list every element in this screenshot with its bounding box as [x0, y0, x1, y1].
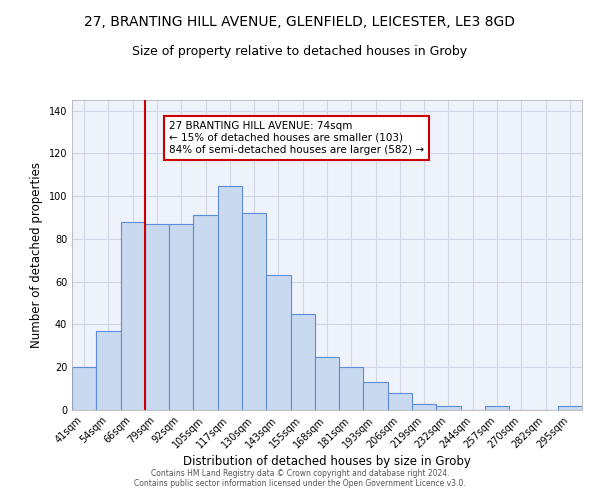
Bar — [436, 406, 461, 410]
Y-axis label: Number of detached properties: Number of detached properties — [30, 162, 43, 348]
Bar — [485, 406, 509, 410]
Text: 27 BRANTING HILL AVENUE: 74sqm
← 15% of detached houses are smaller (103)
84% of: 27 BRANTING HILL AVENUE: 74sqm ← 15% of … — [169, 122, 424, 154]
Bar — [558, 406, 582, 410]
Text: Contains HM Land Registry data © Crown copyright and database right 2024.: Contains HM Land Registry data © Crown c… — [151, 468, 449, 477]
X-axis label: Distribution of detached houses by size in Groby: Distribution of detached houses by size … — [183, 456, 471, 468]
Text: Size of property relative to detached houses in Groby: Size of property relative to detached ho… — [133, 45, 467, 58]
Bar — [315, 356, 339, 410]
Bar — [412, 404, 436, 410]
Bar — [242, 214, 266, 410]
Bar — [121, 222, 145, 410]
Bar — [266, 276, 290, 410]
Bar — [193, 216, 218, 410]
Bar — [72, 367, 96, 410]
Bar — [169, 224, 193, 410]
Text: 27, BRANTING HILL AVENUE, GLENFIELD, LEICESTER, LE3 8GD: 27, BRANTING HILL AVENUE, GLENFIELD, LEI… — [85, 15, 515, 29]
Bar — [339, 367, 364, 410]
Bar — [290, 314, 315, 410]
Bar — [96, 331, 121, 410]
Bar — [364, 382, 388, 410]
Bar — [218, 186, 242, 410]
Bar — [145, 224, 169, 410]
Bar — [388, 393, 412, 410]
Text: Contains public sector information licensed under the Open Government Licence v3: Contains public sector information licen… — [134, 478, 466, 488]
